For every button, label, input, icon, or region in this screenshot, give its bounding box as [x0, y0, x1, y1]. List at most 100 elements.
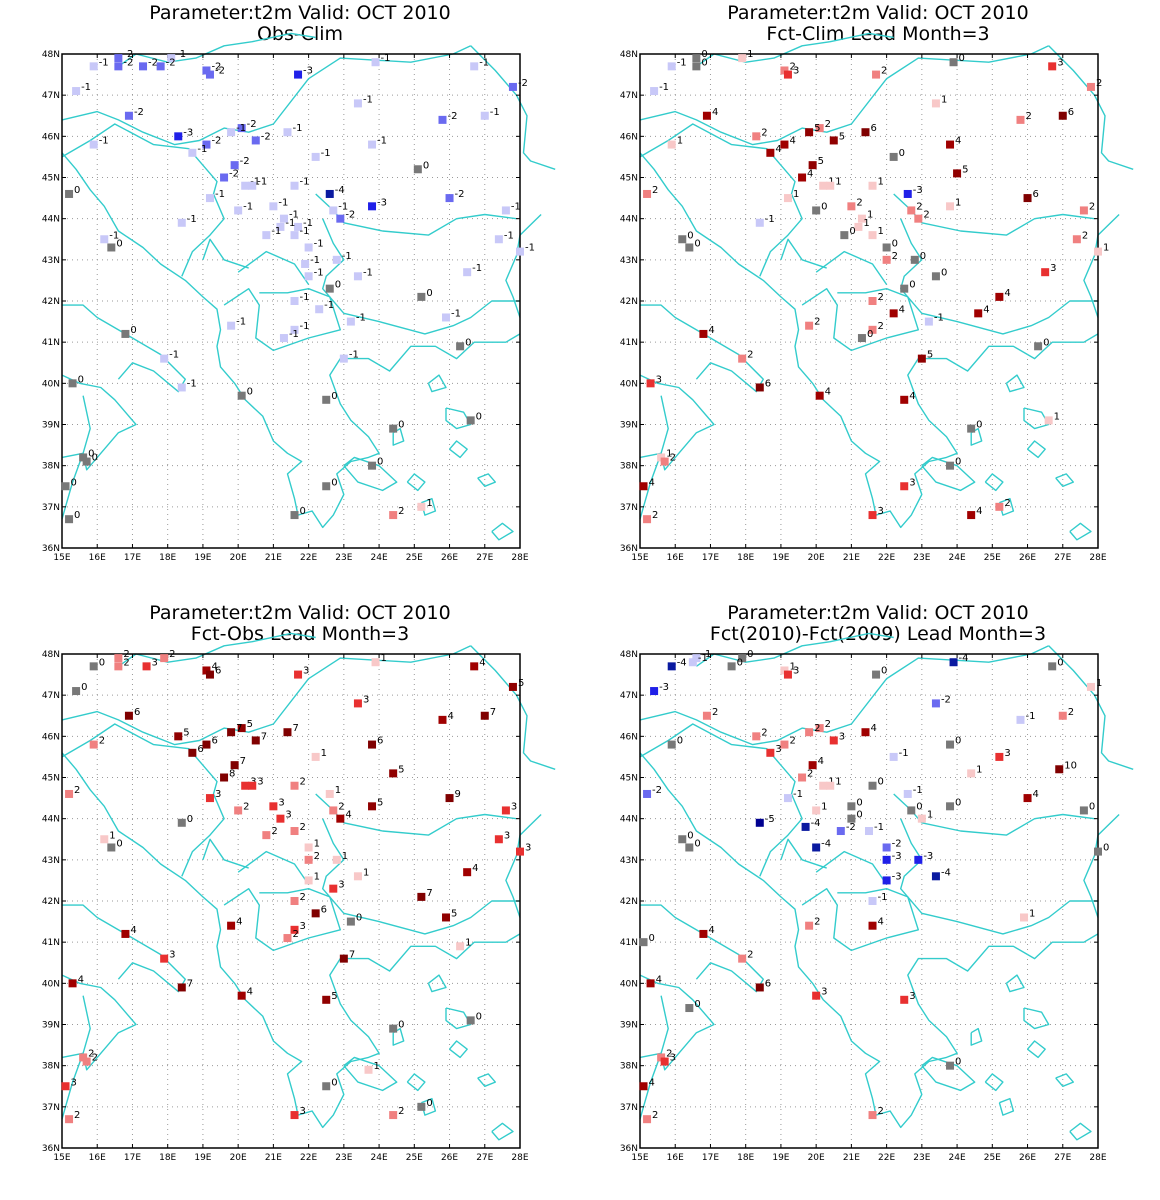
station-marker: 2 — [79, 1048, 95, 1062]
y-tick-label: 43N — [42, 856, 60, 866]
station-square — [339, 954, 348, 963]
station-value-label: 0 — [909, 280, 915, 291]
x-tick-label: 18E — [737, 553, 754, 563]
station-square — [322, 482, 331, 491]
station-square — [805, 321, 814, 330]
station-marker: -1 — [783, 789, 803, 803]
station-value-label: 2 — [747, 350, 753, 361]
station-value-label: 0 — [1043, 337, 1049, 348]
station-value-label: 0 — [423, 160, 429, 171]
coastline-path — [1023, 1007, 1050, 1030]
station-value-label: 5 — [331, 991, 337, 1002]
station-value-label: 2 — [652, 185, 658, 196]
station-marker: -1 — [283, 123, 302, 137]
station-square — [160, 654, 169, 663]
station-value-label: 3 — [793, 666, 799, 677]
coastline-path — [639, 374, 715, 471]
station-marker: 2 — [914, 210, 930, 223]
y-tick-label: 45N — [620, 774, 638, 784]
coastline-path — [815, 850, 888, 885]
station-value-label: 0 — [187, 814, 193, 825]
station-value-label: 4 — [1033, 789, 1039, 800]
station-marker: -4 — [801, 818, 821, 831]
station-marker: 6 — [755, 378, 771, 392]
station-square — [805, 128, 814, 137]
station-value-label: -1 — [314, 238, 324, 249]
station-value-label: 0 — [955, 797, 961, 808]
station-square — [1079, 206, 1088, 215]
station-square — [79, 1053, 88, 1062]
station-value-label: -1 — [356, 313, 366, 324]
station-value-label: 6 — [765, 978, 771, 989]
station-value-label: 0 — [377, 457, 383, 468]
station-square — [783, 794, 792, 803]
x-tick-label: 22E — [878, 1153, 895, 1163]
station-marker: -1 — [279, 210, 299, 223]
station-marker: 2 — [872, 66, 887, 79]
station-marker: 0 — [1094, 843, 1109, 856]
axis-ticks: 15E 16E 17E 18E 19E 20E 21E 22E 23E 24E 25E 26E 27E 2… — [620, 50, 1107, 563]
station-value-label: 2 — [878, 321, 884, 332]
coastline-path — [202, 238, 249, 269]
station-square — [325, 189, 334, 198]
station-square — [262, 831, 271, 840]
coastline-path — [61, 645, 471, 746]
station-value-label: 2 — [99, 736, 105, 747]
station-value-label: -2 — [123, 57, 133, 68]
station-marker: -1 — [889, 748, 909, 761]
station-marker: 2 — [868, 321, 884, 334]
station-square — [389, 1024, 398, 1033]
coastline-path — [445, 1007, 472, 1030]
station-marker: 2 — [660, 453, 676, 466]
station-marker: 0 — [692, 57, 708, 71]
station-value-label: 5 — [814, 123, 820, 134]
station-marker: 2 — [389, 506, 405, 520]
station-marker: 3 — [205, 789, 221, 803]
station-square — [251, 136, 260, 145]
station-square — [68, 379, 77, 388]
station-square — [868, 231, 877, 240]
station-square — [283, 128, 292, 137]
y-tick-label: 47N — [42, 691, 60, 701]
station-square — [220, 773, 229, 782]
station-marker: 7 — [251, 731, 267, 745]
panel-title: Parameter:t2m Valid: OCT 2010 — [727, 602, 1029, 624]
station-value-label: 5 — [183, 727, 189, 738]
station-value-label: -1 — [342, 251, 352, 262]
station-marker: -2 — [882, 838, 902, 852]
station-square — [107, 243, 116, 252]
x-tick-label: 26E — [441, 553, 458, 563]
station-value-label: -4 — [959, 653, 969, 664]
station-marker: 3 — [276, 810, 292, 823]
coastline-path — [984, 473, 1004, 492]
station-square — [389, 511, 398, 520]
station-value-label: 0 — [1089, 801, 1095, 812]
station-value-label: 5 — [962, 164, 968, 175]
station-square — [445, 794, 454, 803]
station-square — [861, 128, 870, 137]
station-square — [1041, 268, 1050, 277]
station-square — [294, 222, 303, 231]
x-tick-label: 23E — [335, 1153, 352, 1163]
station-value-label: 1 — [821, 801, 827, 812]
station-marker: 0 — [389, 420, 405, 433]
station-value-label: 2 — [652, 1110, 658, 1121]
coastline-path — [343, 1056, 398, 1092]
station-marker: 10 — [1055, 760, 1077, 774]
coastline-path — [223, 888, 341, 952]
station-value-label: 4 — [447, 711, 453, 722]
station-square — [882, 255, 891, 264]
station-value-label: 3 — [338, 880, 344, 891]
panel-subtitle: Fct(2010)-Fct(2009) Lead Month=3 — [709, 623, 1047, 645]
station-square — [889, 309, 898, 318]
x-tick-label: 27E — [476, 553, 493, 563]
station-square — [840, 231, 849, 240]
station-square — [865, 827, 873, 836]
station-square — [1055, 765, 1064, 774]
station-square — [639, 482, 648, 491]
station-square — [353, 699, 362, 708]
station-value-label: 2 — [825, 119, 831, 130]
station-marker: 3 — [269, 797, 285, 811]
station-marker: -1 — [470, 57, 489, 71]
station-square — [301, 259, 310, 268]
